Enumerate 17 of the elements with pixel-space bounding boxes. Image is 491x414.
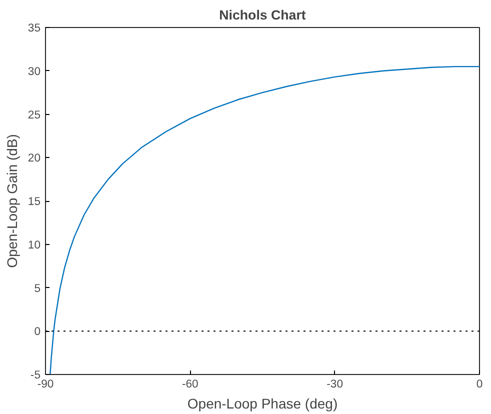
y-tick-label: 30 [28,66,41,78]
x-axis-title: Open-Loop Phase (deg) [187,396,338,412]
x-tick-label: 0 [476,378,483,390]
y-tick-label: 5 [34,282,41,295]
y-tick-label: 0 [34,326,41,338]
chart-title: Nichols Chart [219,8,306,22]
y-tick-label: 25 [28,109,41,122]
y-tick-label: -5 [30,370,41,382]
x-tick-label: -30 [326,378,344,390]
y-tick-label: 10 [28,239,41,252]
y-axis-title: Open-Loop Gain (dB) [4,134,20,268]
y-tick-label: 15 [28,196,41,208]
x-tick-label: -90 [37,378,54,390]
y-tick-label: 35 [28,22,41,34]
line-series [50,66,480,374]
y-tick-label: 20 [28,152,41,165]
x-tick-label: -60 [182,378,198,390]
